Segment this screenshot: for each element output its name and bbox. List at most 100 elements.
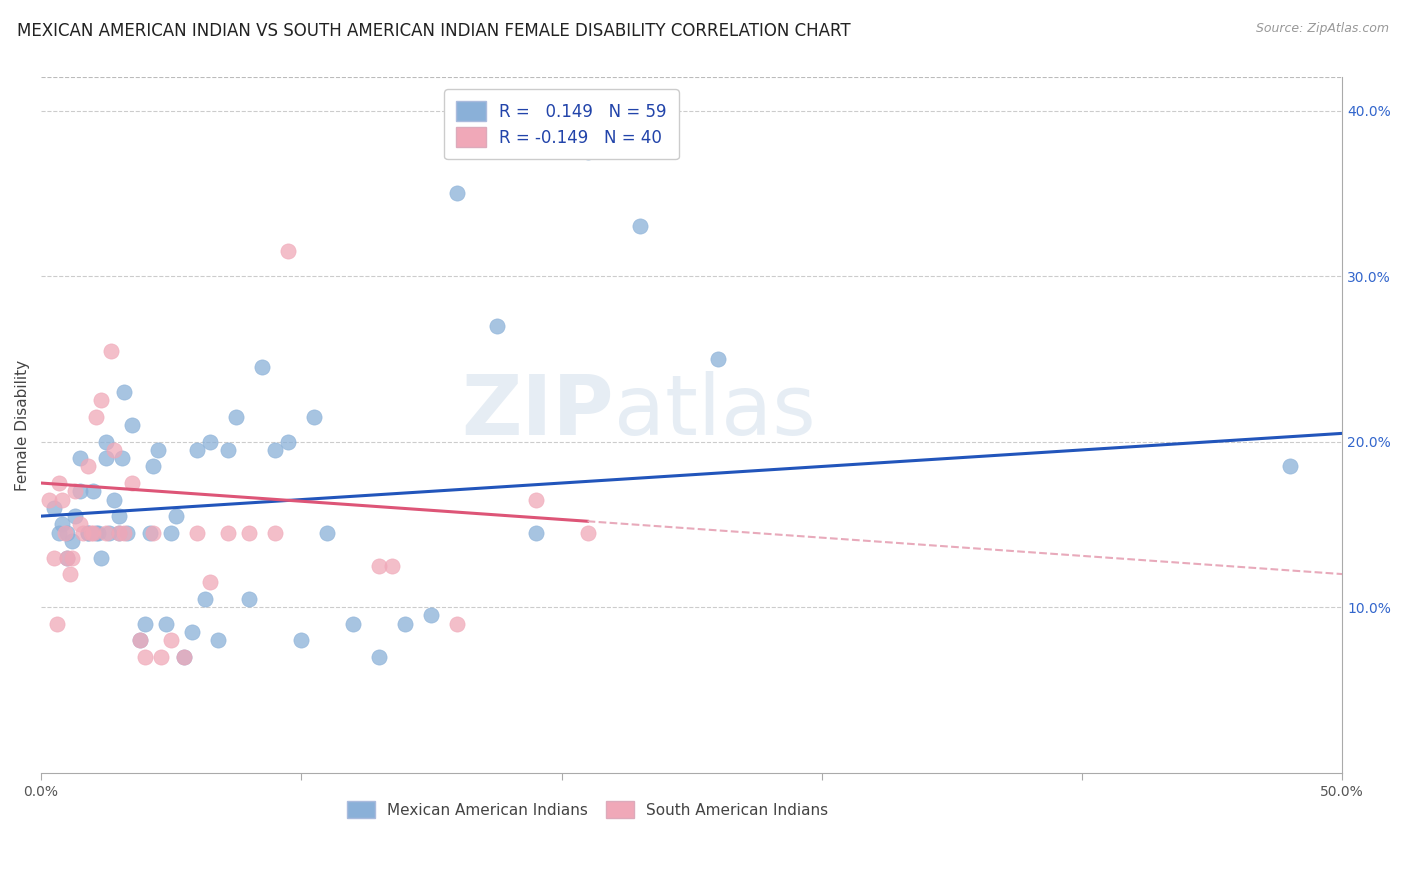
Point [90, 393, 112, 408]
Point [87, 525, 110, 540]
Point [290, 633, 312, 648]
Point [108, 525, 131, 540]
Point [42, 550, 65, 565]
Point [45, 616, 67, 631]
Point [186, 442, 208, 457]
Point [148, 442, 170, 457]
Point [420, 608, 443, 623]
Point [304, 409, 326, 424]
Point [139, 525, 162, 540]
Text: Source: ZipAtlas.com: Source: ZipAtlas.com [1256, 22, 1389, 36]
Point [121, 418, 143, 433]
Point [103, 442, 125, 457]
Text: atlas: atlas [613, 371, 815, 451]
Point [238, 591, 260, 606]
Point [69, 517, 91, 532]
Y-axis label: Female Disability: Female Disability [15, 359, 30, 491]
Point [173, 649, 195, 664]
Legend: Mexican American Indians, South American Indians: Mexican American Indians, South American… [342, 796, 834, 824]
Point [38, 492, 60, 507]
Point [56, 550, 79, 565]
Point [111, 451, 134, 466]
Point [63, 484, 86, 499]
Point [129, 633, 152, 648]
Point [108, 525, 131, 540]
Point [446, 616, 468, 631]
Point [121, 476, 143, 491]
Point [82, 484, 104, 499]
Point [186, 525, 208, 540]
Text: MEXICAN AMERICAN INDIAN VS SOUTH AMERICAN INDIAN FEMALE DISABILITY CORRELATION C: MEXICAN AMERICAN INDIAN VS SOUTH AMERICA… [17, 22, 851, 40]
Point [134, 616, 156, 631]
Point [134, 649, 156, 664]
Point [194, 591, 217, 606]
Point [112, 525, 135, 540]
Point [77, 525, 100, 540]
Point [706, 351, 728, 366]
Point [100, 343, 122, 358]
Point [56, 550, 79, 565]
Point [160, 525, 183, 540]
Point [77, 525, 100, 540]
Point [84, 525, 107, 540]
Text: ZIP: ZIP [461, 371, 613, 451]
Point [225, 409, 247, 424]
Point [252, 360, 274, 375]
Point [142, 459, 165, 474]
Point [42, 500, 65, 515]
Point [1279, 459, 1302, 474]
Point [277, 244, 299, 259]
Point [207, 633, 229, 648]
Point [115, 525, 138, 540]
Point [524, 492, 547, 507]
Point [165, 509, 187, 524]
Point [524, 525, 547, 540]
Point [129, 633, 152, 648]
Point [173, 649, 195, 664]
Point [264, 442, 287, 457]
Point [264, 525, 287, 540]
Point [576, 145, 599, 159]
Point [381, 558, 404, 573]
Point [97, 525, 120, 540]
Point [181, 625, 204, 640]
Point [200, 575, 222, 590]
Point [60, 533, 83, 548]
Point [368, 558, 391, 573]
Point [368, 649, 391, 664]
Point [51, 492, 73, 507]
Point [72, 525, 94, 540]
Point [84, 409, 107, 424]
Point [218, 442, 240, 457]
Point [48, 476, 70, 491]
Point [48, 525, 70, 540]
Point [108, 509, 131, 524]
Point [342, 616, 364, 631]
Point [316, 525, 339, 540]
Point [155, 616, 177, 631]
Point [200, 434, 222, 449]
Point [77, 459, 100, 474]
Point [60, 550, 83, 565]
Point [446, 186, 468, 201]
Point [53, 525, 76, 540]
Point [96, 451, 118, 466]
Point [277, 434, 299, 449]
Point [142, 525, 165, 540]
Point [90, 550, 112, 565]
Point [394, 616, 416, 631]
Point [160, 633, 183, 648]
Point [69, 451, 91, 466]
Point [238, 525, 260, 540]
Point [79, 525, 101, 540]
Point [218, 525, 240, 540]
Point [69, 484, 91, 499]
Point [96, 434, 118, 449]
Point [96, 525, 118, 540]
Point [628, 219, 651, 234]
Point [82, 525, 104, 540]
Point [485, 318, 508, 333]
Point [51, 517, 73, 532]
Point [112, 384, 135, 399]
Point [63, 509, 86, 524]
